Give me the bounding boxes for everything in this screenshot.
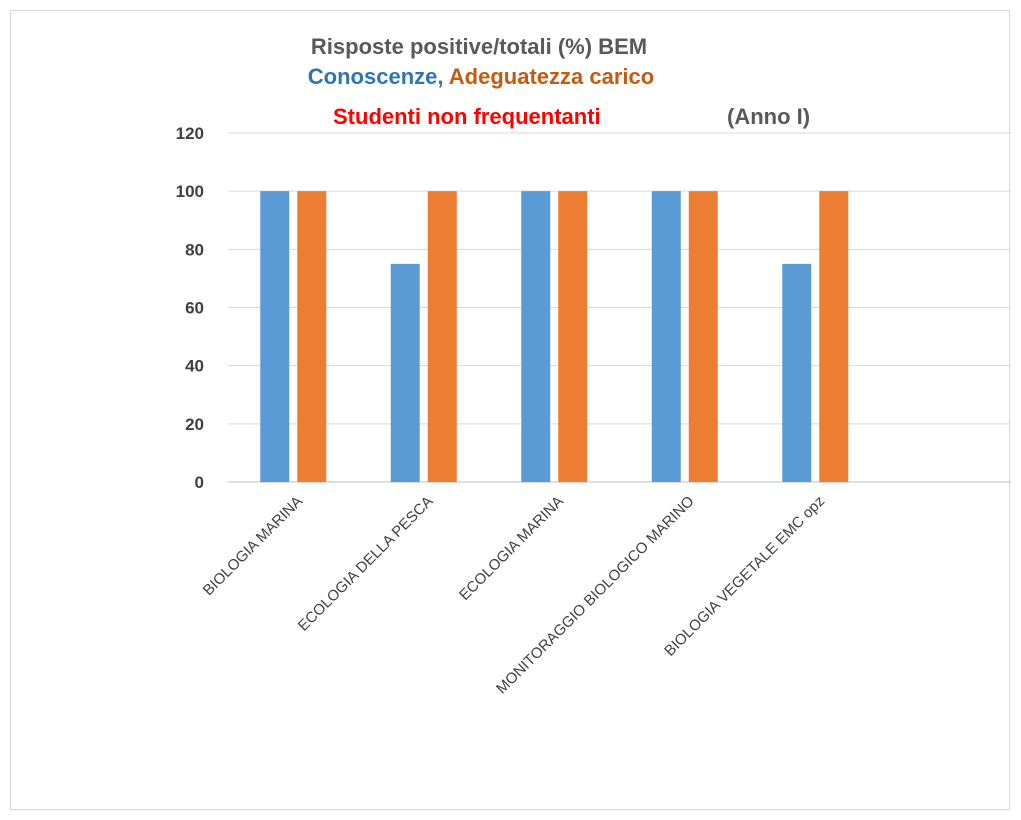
chart-area: Risposte positive/totali (%) BEM Conosce… <box>10 10 1011 810</box>
y-tick-label: 40 <box>185 357 204 376</box>
x-category-label: ECOLOGIA DELLA PESCA <box>295 493 437 635</box>
gridlines <box>228 132 1011 483</box>
y-tick-label: 60 <box>185 299 204 318</box>
y-tick-label: 20 <box>185 415 204 434</box>
bar-series-1 <box>782 263 812 482</box>
x-category-label: BIOLOGIA VEGETALE EMC opz <box>661 493 828 660</box>
y-tick-label: 0 <box>195 473 204 492</box>
bars <box>260 191 849 482</box>
chart-title-line2: Conoscenze, Adeguatezza carico <box>308 64 654 89</box>
y-tick-label: 120 <box>176 124 204 143</box>
bar-series-2 <box>558 191 588 482</box>
y-tick-label: 100 <box>176 182 204 201</box>
y-axis-ticks: 0 20 40 60 80 100 120 <box>176 124 204 492</box>
bar-series-2 <box>819 191 849 482</box>
title-conoscenze: Conoscenze <box>308 64 438 89</box>
bar-series-1 <box>260 191 290 482</box>
title-studenti: Studenti non frequentanti <box>333 104 601 129</box>
bar-series-1 <box>390 263 420 482</box>
bar-series-2 <box>427 191 457 482</box>
title-adeguatezza: Adeguatezza carico <box>449 64 654 89</box>
x-category-label: ECOLOGIA MARINA <box>456 493 567 604</box>
x-category-label: BIOLOGIA MARINA <box>200 493 306 599</box>
y-tick-label: 80 <box>185 240 204 259</box>
bar-series-1 <box>651 191 681 482</box>
title-anno: (Anno I) <box>727 104 810 129</box>
chart-title-line1: Risposte positive/totali (%) BEM <box>311 34 647 59</box>
bar-series-2 <box>688 191 718 482</box>
bar-series-1 <box>521 191 551 482</box>
title-separator: , <box>437 64 448 89</box>
bar-chart: Risposte positive/totali (%) BEM Conosce… <box>176 34 1011 698</box>
bar-series-2 <box>297 191 327 482</box>
